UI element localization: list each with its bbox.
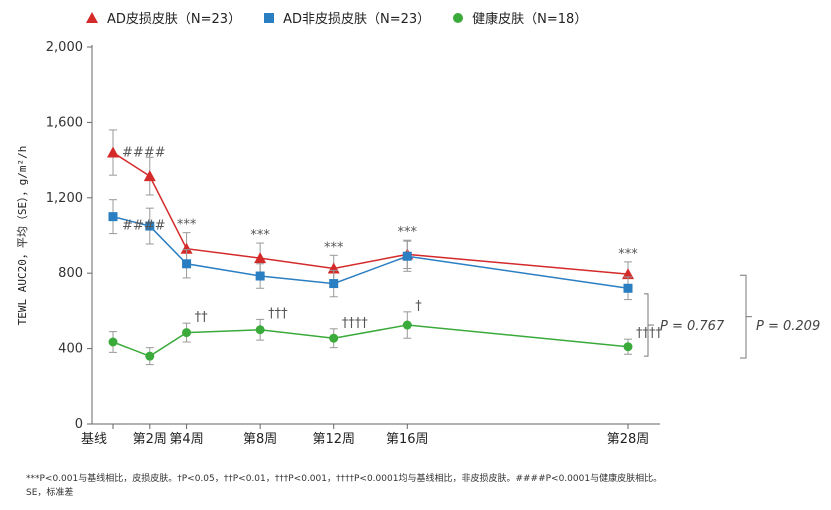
data-point-circle: [255, 325, 265, 335]
data-point-circle: [329, 333, 339, 343]
x-tick-label: 基线: [81, 432, 107, 447]
data-point-triangle: [622, 268, 634, 280]
data-point-square: [108, 212, 118, 222]
significance-annotation: ††††: [636, 326, 663, 341]
data-point-circle: [623, 342, 633, 352]
y-tick-label: 1,200: [46, 191, 83, 206]
y-tick-label: 400: [58, 342, 83, 357]
legend-label-ad-lesional: AD皮损皮肤（N=23）: [107, 12, 242, 27]
legend-item-healthy: 健康皮肤（N=18）: [452, 8, 587, 27]
footnote-se: SE，标准差: [26, 488, 74, 498]
series-line: [112, 324, 629, 357]
significance-annotation: ***: [324, 240, 344, 255]
significance-annotation: ***: [618, 247, 638, 262]
data-point-circle: [182, 328, 192, 338]
significance-annotation: ####: [122, 146, 166, 161]
y-tick-label: 0: [75, 417, 83, 432]
circle-marker-icon: [453, 12, 464, 23]
legend-item-ad-lesional: AD皮损皮肤（N=23）: [85, 8, 241, 27]
legend-label-ad-nonlesional: AD非皮损皮肤（N=23）: [283, 12, 431, 27]
y-axis-label: TEWL AUC20，平均（SE），g/m²/h: [16, 146, 29, 326]
pvalue-label-lesional: P = 0.209: [756, 319, 820, 334]
square-marker-icon: [264, 12, 275, 23]
x-tick-label: 第2周: [133, 432, 167, 447]
legend-label-healthy: 健康皮肤（N=18）: [472, 12, 588, 27]
y-tick-label: 1,600: [46, 115, 83, 130]
significance-annotation: †: [415, 299, 422, 314]
significance-annotation: ####: [122, 219, 166, 234]
data-point-circle: [402, 320, 412, 330]
x-tick-label: 第12周: [312, 432, 355, 447]
significance-annotation: ††: [195, 310, 209, 325]
data-point-circle: [145, 351, 155, 361]
y-tick-label: 800: [58, 266, 83, 281]
legend-item-ad-nonlesional: AD非皮损皮肤（N=23）: [263, 8, 430, 27]
data-point-square: [255, 271, 265, 281]
data-point-circle: [108, 337, 118, 347]
x-tick-label: 第4周: [169, 432, 203, 447]
significance-annotation: †††: [268, 306, 288, 321]
pvalue-bracket-nonlesional: [644, 293, 649, 357]
data-point-square: [623, 283, 633, 293]
pvalue-bracket-lesional: [740, 274, 747, 359]
x-tick-label: 第28周: [607, 432, 650, 447]
significance-annotation: ***: [177, 218, 197, 233]
legend: AD皮损皮肤（N=23） AD非皮损皮肤（N=23） 健康皮肤（N=18）: [85, 8, 587, 27]
data-point-square: [402, 251, 412, 261]
data-point-triangle: [143, 170, 156, 182]
significance-annotation: ***: [398, 225, 418, 240]
footnote-significance: ***P<0.001与基线相比，皮损皮肤。†P<0.05，††P<0.01，††…: [26, 474, 663, 484]
tewl-line-chart: 0 400 800 1,200 1,600 2,000 基线 第2周 第4周 第8周 第12周 第16…: [16, 40, 820, 447]
x-tick-label: 第8周: [243, 432, 277, 447]
x-tick-label: 第16周: [386, 432, 429, 447]
significance-annotation: ***: [250, 228, 270, 243]
triangle-marker-icon: [86, 12, 98, 23]
significance-annotation: ††††: [342, 316, 369, 331]
data-point-square: [329, 279, 339, 289]
data-point-square: [145, 221, 155, 231]
y-tick-label: 2,000: [46, 40, 83, 55]
series-line: [112, 151, 629, 275]
data-point-triangle: [180, 242, 193, 254]
data-point-square: [182, 259, 192, 269]
footnote: ***P<0.001与基线相比，皮损皮肤。†P<0.05，††P<0.01，††…: [26, 472, 662, 500]
pvalue-label-nonlesional: P = 0.767: [660, 319, 725, 334]
data-point-triangle: [254, 252, 267, 264]
data-point-triangle: [107, 146, 119, 158]
